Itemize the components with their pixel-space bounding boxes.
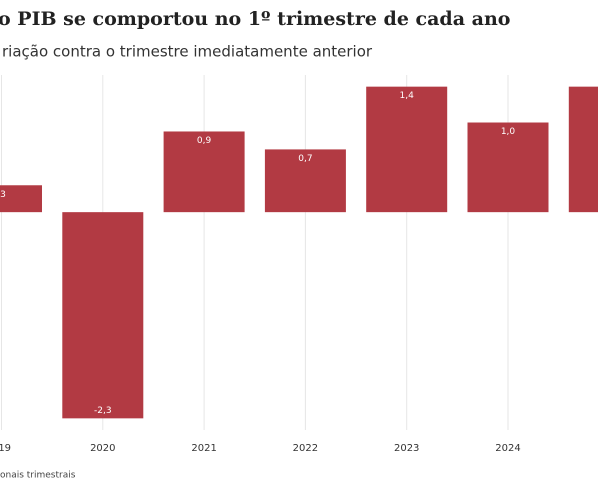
bar [163, 131, 245, 213]
value-label: 1,4 [400, 91, 415, 101]
bar [264, 149, 346, 213]
x-tick-label: 2020 [90, 443, 115, 454]
bar [467, 122, 549, 213]
chart-title: o PIB se comportou no 1º trimestre de ca… [0, 8, 510, 30]
value-label: ,3 [0, 190, 6, 200]
source: onais trimestrais [0, 471, 76, 481]
x-tick-label: 2023 [394, 443, 419, 454]
x-tick-label: 019 [0, 443, 11, 454]
bar [568, 86, 598, 213]
bar [366, 86, 448, 213]
value-label: 0,9 [197, 136, 212, 146]
x-tick-label: 2024 [495, 443, 520, 454]
x-tick-label: 2021 [191, 443, 216, 454]
value-label: 1,0 [501, 127, 516, 137]
value-label: -2,3 [94, 406, 112, 416]
bar [0, 185, 42, 213]
x-tick-label: 2022 [293, 443, 318, 454]
chart-subtitle: riação contra o trimestre imediatamente … [2, 43, 373, 61]
bar [62, 212, 144, 419]
value-label: 0,7 [298, 154, 312, 164]
